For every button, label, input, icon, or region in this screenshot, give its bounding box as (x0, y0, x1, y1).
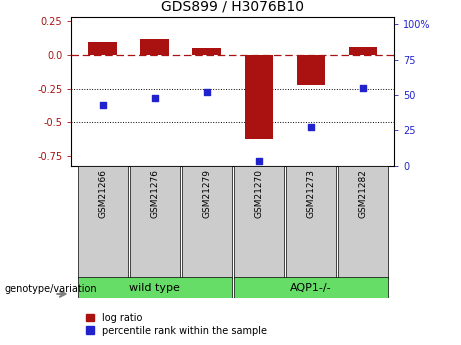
Bar (286, 166, 336, 278)
Point (203, 89, 211, 95)
Text: wild type: wild type (129, 283, 180, 293)
Text: AQP1-/-: AQP1-/- (290, 283, 332, 293)
Bar (338, 166, 388, 278)
Bar (78, 277, 232, 298)
Text: genotype/variation: genotype/variation (5, 284, 97, 294)
Text: GSM21279: GSM21279 (202, 169, 211, 218)
Bar (234, 277, 388, 298)
Text: GSM21266: GSM21266 (98, 169, 107, 218)
Legend: log ratio, percentile rank within the sample: log ratio, percentile rank within the sa… (86, 313, 267, 336)
Bar (193, 48, 221, 55)
Bar (349, 47, 377, 55)
Point (307, 125, 314, 130)
Text: GSM21273: GSM21273 (307, 169, 315, 218)
Text: GSM21276: GSM21276 (150, 169, 159, 218)
Point (151, 95, 159, 100)
Bar (234, 166, 284, 278)
Text: GSM21282: GSM21282 (358, 169, 367, 218)
Bar (296, 55, 325, 85)
Point (255, 159, 262, 164)
Bar (89, 41, 117, 55)
Bar (130, 166, 180, 278)
Point (99, 102, 106, 108)
Bar (244, 55, 273, 139)
Bar (78, 166, 128, 278)
Bar (182, 166, 232, 278)
Title: GDS899 / H3076B10: GDS899 / H3076B10 (161, 0, 304, 13)
Point (359, 85, 366, 91)
Bar (141, 39, 169, 55)
Text: GSM21270: GSM21270 (254, 169, 263, 218)
